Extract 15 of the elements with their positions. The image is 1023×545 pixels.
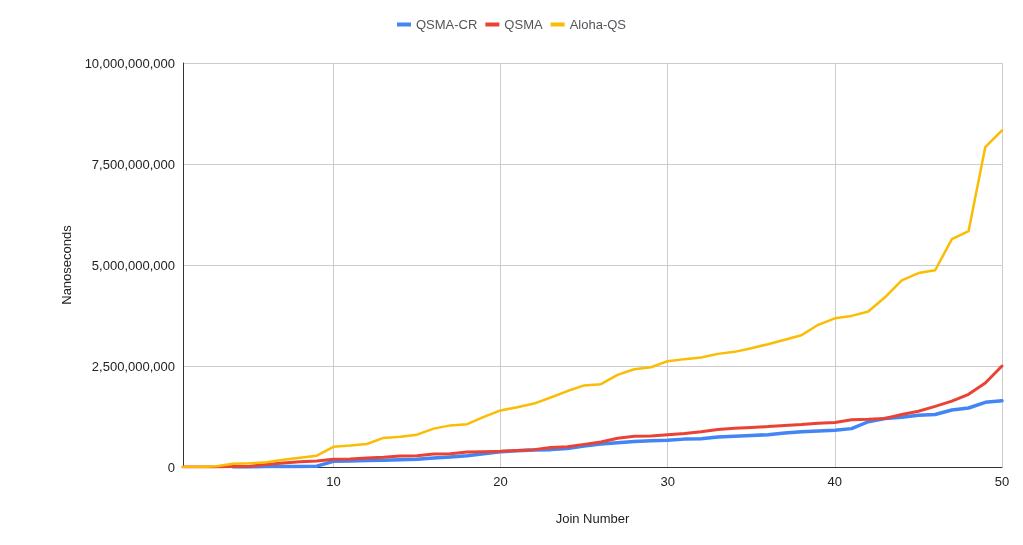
x-tick-label: 20	[493, 474, 508, 489]
y-tick-label: 10,000,000,000	[84, 55, 175, 71]
y-axis-title: Nanoseconds	[59, 224, 74, 305]
x-axis-title: Join Number	[555, 511, 631, 526]
x-tick-label: 10	[326, 474, 341, 489]
x-tick-label: 50	[994, 474, 1010, 489]
x-tick-label: 40	[827, 474, 843, 489]
legend-label: QSMA-CR	[415, 17, 478, 32]
y-tick-label: 7,500,000,000	[91, 156, 175, 172]
legend-label: Aloha-QS	[569, 17, 627, 32]
x-tick-label: 30	[660, 474, 675, 489]
y-tick-label: 0	[167, 459, 175, 475]
y-tick-label: 5,000,000,000	[91, 257, 175, 273]
y-tick-label: 2,500,000,000	[91, 358, 175, 374]
legend-label: QSMA	[504, 17, 543, 32]
